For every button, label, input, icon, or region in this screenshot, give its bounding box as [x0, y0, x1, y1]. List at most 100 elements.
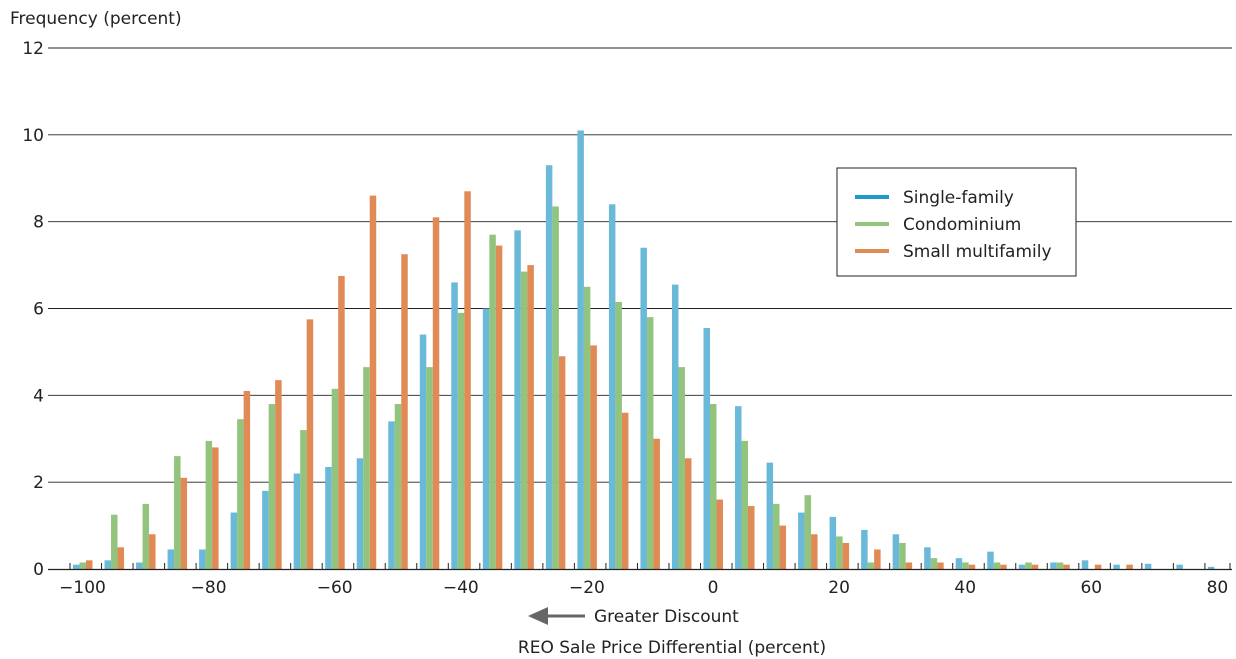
legend-swatch — [855, 222, 889, 226]
x-axis-title: REO Sale Price Differential (percent) — [518, 638, 826, 658]
bar-single-family — [1050, 562, 1057, 569]
bar-small-multifamily — [590, 345, 597, 569]
bar-single-family — [104, 560, 112, 569]
bar-small-multifamily — [401, 254, 408, 569]
bar-single-family — [798, 512, 805, 569]
bar-single-family — [419, 334, 427, 569]
bar-single-family — [735, 406, 742, 569]
x-tick-label: −100 — [59, 578, 106, 598]
bar-small-multifamily — [495, 245, 503, 569]
bar-small-multifamily — [684, 458, 692, 569]
x-tick-label: 80 — [1207, 578, 1229, 598]
y-tick-label: 12 — [22, 39, 44, 59]
bar-small-multifamily — [558, 356, 566, 569]
bar-condominium — [993, 562, 1001, 569]
bar-condominium — [174, 456, 181, 569]
bar-single-family — [356, 458, 364, 569]
bar-single-family — [671, 284, 679, 569]
x-tick-label: 40 — [954, 578, 976, 598]
x-axis — [48, 563, 1232, 571]
bar-single-family — [1207, 566, 1215, 569]
bar-small-multifamily — [86, 560, 93, 569]
bar-single-family — [1113, 564, 1120, 569]
bar-condominium — [552, 206, 559, 570]
y-axis-title: Frequency (percent) — [10, 9, 182, 29]
bar-small-multifamily — [432, 217, 440, 569]
bar-condominium — [899, 542, 906, 569]
bar-small-multifamily — [748, 506, 755, 569]
bar-condominium — [678, 367, 685, 569]
bar-condominium — [867, 562, 875, 569]
x-tick-label: −40 — [443, 578, 479, 598]
bar-condominium — [142, 503, 150, 569]
bar-small-multifamily — [117, 547, 125, 569]
y-tick-label: 2 — [33, 473, 44, 493]
bar-condominium — [394, 404, 402, 569]
bar-small-multifamily — [842, 542, 850, 569]
bar-condominium — [79, 562, 86, 569]
x-tick-label: −20 — [569, 578, 605, 598]
bar-single-family — [892, 534, 900, 569]
bar-small-multifamily — [464, 191, 471, 569]
greater-discount-annotation: Greater Discount — [528, 607, 739, 627]
bar-small-multifamily — [937, 562, 944, 569]
bar-single-family — [325, 466, 332, 569]
bar-small-multifamily — [1094, 564, 1102, 569]
bar-condominium — [804, 495, 812, 569]
legend-swatch — [855, 249, 889, 253]
bar-condominium — [962, 562, 969, 569]
bar-condominium — [331, 388, 339, 569]
bar-condominium — [583, 286, 591, 569]
bar-condominium — [363, 367, 370, 569]
bar-small-multifamily — [905, 562, 913, 569]
bar-single-family — [703, 328, 710, 569]
bar-single-family — [167, 549, 175, 569]
bar-small-multifamily — [1063, 564, 1070, 569]
bar-single-family — [199, 549, 206, 569]
bar-small-multifamily — [779, 525, 787, 569]
bar-condominium — [489, 234, 496, 570]
bar-single-family — [262, 490, 269, 569]
bar-small-multifamily — [874, 549, 881, 569]
bar-condominium — [426, 367, 433, 569]
bar-condominium — [615, 301, 622, 569]
bar-condominium — [773, 503, 780, 569]
bar-single-family — [861, 529, 868, 569]
left-arrow-icon — [528, 607, 548, 625]
bar-single-family — [230, 512, 238, 569]
bar-single-family — [451, 282, 458, 569]
bar-condominium — [1025, 562, 1032, 569]
x-tick-label: −60 — [317, 578, 353, 598]
bar-single-family — [924, 547, 931, 569]
bar-condominium — [457, 312, 465, 569]
bar-single-family — [1018, 564, 1026, 569]
legend-label: Single-family — [903, 188, 1014, 208]
legend: Single-family Condominium Small multifamil… — [836, 167, 1077, 277]
bar-condominium — [741, 440, 749, 569]
bar-small-multifamily — [527, 265, 534, 569]
bar-condominium — [836, 536, 843, 569]
annotation-label: Greater Discount — [594, 607, 739, 627]
x-tick-labels: −100 −80 −60 −40 −20 0 20 40 60 80 — [59, 578, 1228, 598]
bar-small-multifamily — [1031, 564, 1039, 569]
legend-label: Condominium — [903, 215, 1021, 235]
x-tick-label: 0 — [708, 578, 719, 598]
y-tick-labels: 0 2 4 6 8 10 12 — [22, 39, 44, 580]
bar-small-multifamily — [212, 447, 219, 569]
bar-single-family — [1176, 564, 1183, 569]
bar-condominium — [300, 430, 307, 569]
bar-condominium — [237, 419, 244, 569]
bar-single-family — [514, 230, 521, 569]
bar-small-multifamily — [275, 380, 282, 569]
bar-single-family — [73, 564, 80, 569]
bar-condominium — [268, 404, 276, 569]
bar-single-family — [955, 558, 963, 569]
y-tick-label: 0 — [33, 560, 44, 580]
bar-single-family — [388, 421, 395, 569]
bar-single-family — [608, 204, 616, 570]
bar-small-multifamily — [621, 412, 629, 569]
bar-small-multifamily — [1000, 564, 1007, 569]
bar-single-family — [545, 165, 553, 569]
bars — [73, 130, 1215, 570]
